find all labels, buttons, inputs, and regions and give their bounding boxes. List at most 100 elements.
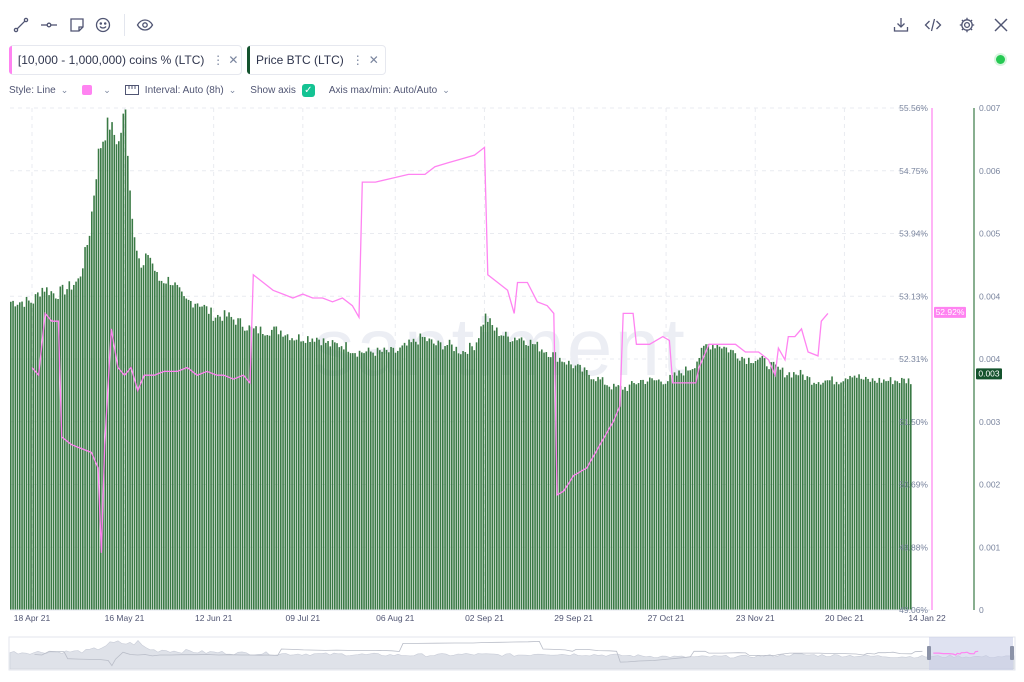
price-bar [273,326,275,610]
chevron-down-icon: ⌄ [228,84,237,95]
metric-label: Price BTC (LTC) [256,53,344,67]
style-dropdown[interactable]: Style: Line ⌄ [9,85,68,96]
price-bar [300,341,302,610]
price-bar [109,129,111,610]
embed-code-icon[interactable] [922,14,944,36]
price-bar [304,342,307,610]
gear-icon[interactable] [956,14,978,36]
price-bar [653,380,656,610]
price-bar [797,375,800,610]
price-bar [725,347,728,610]
price-bar [844,378,847,610]
navigator-handle-right [1010,646,1014,660]
note-icon[interactable] [66,14,88,36]
x-axis-tick-label: 29 Sep 21 [554,613,593,623]
axis-minmax-dropdown[interactable]: Axis max/min: Auto/Auto ⌄ [329,85,450,96]
show-axis-toggle[interactable]: Show axis ✓ [250,83,315,97]
price-bar [502,335,505,610]
price-bar [622,389,624,610]
price-bar [532,344,534,610]
price-bar [527,345,530,610]
price-bar [138,258,140,610]
price-bar [617,385,620,610]
price-bar [518,338,521,610]
price-bar [581,371,584,610]
price-bar [39,296,41,610]
price-bar [48,295,50,610]
price-bar [768,369,770,610]
price-bar [34,294,37,610]
price-bar [892,384,894,610]
price-bar [262,334,264,610]
price-bar [709,349,712,610]
price-bar [129,190,131,611]
axis-minmax-label: Axis max/min: Auto/Auto [328,84,438,96]
price-bar [77,278,80,610]
metric-menu-icon[interactable]: ⋮ [212,53,225,67]
price-bar [736,358,739,610]
price-bar [91,211,93,610]
right-axis-tick-label: 0.005 [979,229,1001,239]
price-bar [871,378,874,610]
x-axis-tick-label: 27 Oct 21 [648,613,685,623]
price-bar [842,381,845,610]
price-bar [334,342,336,610]
emoji-icon[interactable] [92,14,114,36]
price-bar [190,300,192,610]
price-bar [615,386,617,610]
price-bar [577,364,579,610]
price-bar [453,351,455,610]
metric-chip-coins-percent[interactable]: [10,000 - 1,000,000) coins % (LTC) ⋮ ✕ [9,45,242,75]
color-dropdown[interactable]: ⌄ [82,85,111,96]
price-bar [876,382,878,610]
left-axis-tick-label: 51.50% [899,417,928,427]
price-bar [145,253,147,611]
price-bar [829,380,831,610]
price-bar [442,349,444,610]
price-bar [102,141,104,610]
price-bar [793,372,795,610]
price-bar [307,336,309,610]
metric-menu-icon[interactable]: ⋮ [351,53,364,67]
price-bar [660,381,662,610]
checkbox-checked-icon[interactable]: ✓ [301,83,315,97]
price-bar [208,313,210,610]
price-bar [451,344,453,610]
eye-icon[interactable] [134,14,156,36]
price-bar [397,350,399,610]
download-icon[interactable] [890,14,912,36]
x-axis-tick-label: 18 Apr 21 [14,613,51,623]
right-current-value-label: 0.003 [978,368,1000,378]
horizontal-ray-icon[interactable] [38,14,60,36]
draw-line-icon[interactable] [10,14,32,36]
price-bar [813,382,815,610]
price-bar [779,369,782,610]
price-bar [547,356,550,610]
price-bar [66,289,68,610]
metric-remove-icon[interactable]: ✕ [368,53,379,67]
close-icon[interactable] [990,14,1012,36]
price-bar [439,342,442,610]
price-bar [462,351,464,610]
price-bar [84,247,86,610]
price-bar [493,330,496,610]
price-bar [392,347,395,610]
interval-dropdown[interactable]: Interval: Auto (8h) ⌄ [124,84,237,96]
price-bar [583,367,586,610]
price-bar [372,352,374,610]
price-bar [464,352,467,610]
price-bar [698,357,701,610]
price-bar [480,326,482,610]
metric-chip-price-btc[interactable]: Price BTC (LTC) ⋮ ✕ [247,45,386,75]
price-bar [309,341,311,610]
price-bar [97,148,100,611]
price-bar [277,334,280,610]
price-bar [302,341,305,610]
price-bar [419,333,422,610]
price-bar [624,386,626,610]
price-bar [682,375,685,610]
metric-remove-icon[interactable]: ✕ [228,53,239,67]
price-bar [352,353,354,610]
price-bar [185,298,188,610]
